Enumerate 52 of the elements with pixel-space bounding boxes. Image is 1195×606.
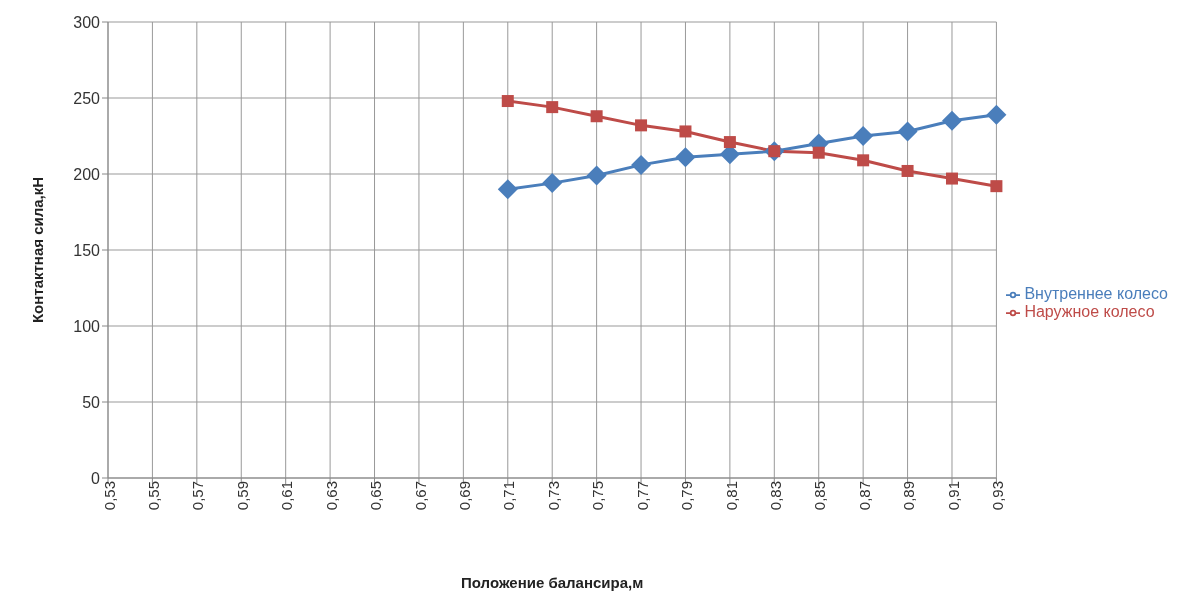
point bbox=[990, 180, 1003, 193]
point bbox=[723, 136, 736, 149]
y-tick-label: 0 bbox=[91, 469, 101, 487]
point bbox=[675, 147, 696, 168]
point bbox=[497, 179, 518, 200]
point bbox=[945, 172, 958, 185]
x-tick-label: 0,75 bbox=[589, 481, 607, 511]
legend-label: Наружное колесо bbox=[1024, 303, 1155, 320]
x-tick-label: 0,63 bbox=[322, 481, 340, 511]
x-tick-label: 0,59 bbox=[233, 481, 251, 511]
x-tick-label: 0,67 bbox=[411, 481, 429, 511]
x-tick-label: 0,73 bbox=[544, 481, 562, 511]
x-tick-label: 0,53 bbox=[100, 481, 118, 511]
x-tick-label: 0,81 bbox=[722, 481, 740, 511]
point bbox=[546, 101, 559, 114]
y-tick-label: 200 bbox=[73, 165, 101, 183]
point bbox=[501, 95, 514, 108]
point bbox=[542, 173, 563, 194]
y-tick-label: 250 bbox=[73, 89, 101, 107]
x-tick-label: 0,65 bbox=[367, 481, 385, 511]
x-tick-label: 0,85 bbox=[811, 481, 829, 511]
point bbox=[853, 126, 874, 146]
point bbox=[857, 154, 870, 167]
point bbox=[986, 104, 1007, 125]
point bbox=[590, 110, 603, 123]
y-tick-label: 100 bbox=[73, 317, 101, 335]
x-tick-label: 0,91 bbox=[944, 481, 962, 511]
x-tick-label: 0,69 bbox=[456, 481, 474, 511]
y-tick-label: 300 bbox=[73, 13, 101, 31]
legend-label: Внутреннее колесо bbox=[1024, 285, 1168, 302]
x-axis-title: Положение балансира,м bbox=[461, 574, 644, 591]
x-tick-label: 0,71 bbox=[500, 481, 518, 511]
x-tick-label: 0,57 bbox=[189, 481, 207, 511]
x-tick-label: 0,83 bbox=[766, 481, 784, 511]
x-tick-label: 0,55 bbox=[145, 481, 163, 511]
x-tick-label: 0,61 bbox=[278, 481, 296, 511]
point bbox=[586, 165, 607, 186]
x-tick-label: 0,79 bbox=[678, 481, 696, 511]
point bbox=[941, 110, 962, 131]
y-tick-label: 150 bbox=[73, 241, 101, 259]
x-tick-label: 0,93 bbox=[989, 481, 1007, 511]
point bbox=[812, 146, 825, 159]
point bbox=[901, 164, 914, 177]
x-tick-label: 0,87 bbox=[855, 481, 873, 511]
point bbox=[897, 121, 918, 142]
x-tick-label: 0,77 bbox=[633, 481, 651, 511]
y-tick-label: 50 bbox=[82, 393, 101, 411]
y-axis-title: Контактная сила,кН bbox=[29, 176, 47, 324]
point bbox=[679, 125, 692, 138]
point bbox=[631, 154, 652, 175]
point bbox=[635, 119, 648, 132]
x-tick-label: 0,89 bbox=[900, 481, 918, 511]
